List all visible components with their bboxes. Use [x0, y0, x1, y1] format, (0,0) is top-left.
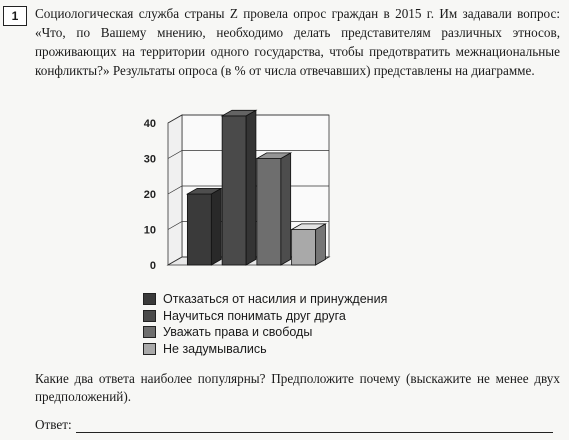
bar-side [210, 187, 222, 266]
bar-top [255, 152, 293, 159]
legend-item: Уважать права и свободы [143, 324, 387, 341]
bar-side [245, 109, 257, 266]
y-tick-label: 40 [144, 118, 156, 130]
bar [221, 115, 247, 266]
legend-swatch [143, 309, 156, 322]
legend-swatch [143, 342, 156, 355]
legend-swatch [143, 326, 156, 339]
legend-swatch [143, 293, 156, 306]
gridline [167, 114, 329, 124]
bar-top [290, 223, 327, 230]
y-tick-label: 10 [144, 225, 156, 237]
legend-label: Научиться понимать друг друга [163, 308, 346, 323]
legend-item: Научиться понимать друг друга [143, 308, 387, 325]
legend-label: Отказаться от насилия и принуждения [163, 292, 388, 306]
y-tick-label: 20 [144, 189, 156, 201]
bar [256, 158, 282, 266]
bar-top [185, 188, 223, 195]
answer-row: Ответ: [35, 417, 553, 433]
bar [291, 229, 317, 266]
chart-legend: Отказаться от насилия и принуждения Науч… [143, 291, 387, 357]
task-number: 1 [3, 6, 27, 26]
bar-chart: 0 10 20 30 40 [144, 109, 331, 272]
question-text: Социологическая служба страны Z провела … [35, 6, 560, 78]
answer-label: Ответ: [35, 417, 72, 432]
bar-top [220, 109, 258, 117]
legend-item: Не задумывались [143, 341, 387, 358]
legend-label: Уважать права и свободы [163, 325, 313, 339]
y-tick-label: 0 [150, 260, 156, 272]
bar [186, 193, 212, 266]
legend-item: Отказаться от насилия и принуждения [143, 291, 387, 308]
gridline [167, 150, 329, 159]
bar-side [315, 223, 326, 266]
legend-label: Не задумывались [163, 341, 267, 356]
y-tick-label: 30 [144, 154, 156, 166]
answer-input-line[interactable] [75, 420, 553, 433]
bar-side [280, 152, 292, 266]
followup-question: Какие два ответа наиболее популярны? Пре… [35, 371, 560, 404]
